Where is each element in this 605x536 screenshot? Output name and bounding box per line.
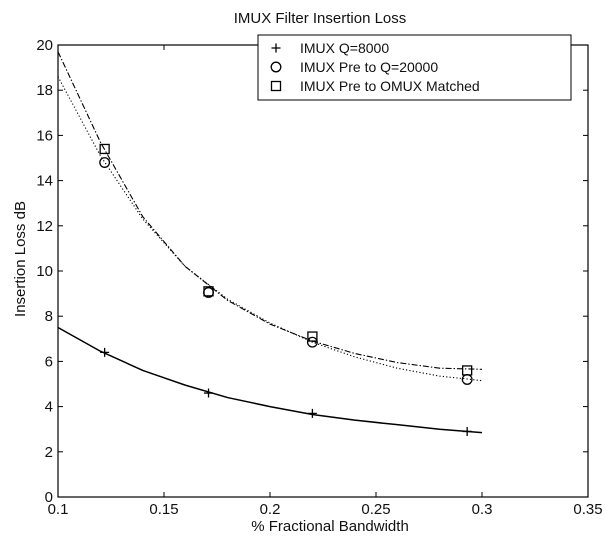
x-tick-label: 0.35 (573, 501, 602, 518)
y-tick-label: 0 (45, 489, 53, 506)
y-tick-label: 10 (36, 263, 53, 280)
legend-marker-3 (270, 80, 282, 92)
x-tick-label: 0.1 (48, 501, 69, 518)
series-2-point (99, 157, 111, 168)
x-tick-label: 0.2 (260, 501, 281, 518)
plot-area: 0.1 0.15 0.2 0.25 0.3 0.35 0 2 4 6 8 10 12 14 16 18 20 (36, 37, 602, 518)
legend-marker-2 (270, 61, 282, 73)
legend: IMUX Q=8000 IMUX Pre to Q=20000 IMUX Pre t… (257, 34, 572, 101)
series-1-line (57, 326, 483, 434)
series-3-line (57, 51, 483, 370)
legend-label-1: IMUX Q=8000 (300, 40, 389, 56)
x-tick-label: 0.15 (149, 501, 178, 518)
series-1-point (204, 388, 214, 398)
legend-box (257, 34, 572, 101)
x-axis-label: % Fractional Bandwidth (251, 518, 409, 535)
y-axis-label: Insertion Loss dB (12, 201, 29, 317)
series-3-point (203, 286, 214, 297)
x-tick-label: 0.3 (472, 501, 493, 518)
legend-label-3: IMUX Pre to OMUX Matched (300, 78, 480, 94)
series-1-point (307, 408, 317, 418)
series-2-line (57, 76, 483, 382)
series-3-point (307, 331, 318, 342)
y-tick-label: 20 (36, 37, 53, 54)
y-tick-label: 4 (45, 399, 53, 416)
y-tick-label: 2 (45, 444, 53, 461)
y-tick-label: 18 (36, 82, 53, 99)
y-tick-label: 16 (36, 127, 53, 144)
series-3-point (99, 143, 110, 155)
series-1-point (100, 347, 110, 357)
legend-marker-1 (271, 43, 281, 53)
y-tick-label: 14 (36, 173, 53, 190)
y-tick-label: 8 (45, 308, 53, 325)
legend-label-2: IMUX Pre to Q=20000 (300, 59, 438, 75)
y-tick-label: 6 (45, 353, 53, 370)
x-tick-label: 0.25 (361, 501, 390, 518)
y-tick-label: 12 (36, 218, 53, 235)
series-1-point (462, 426, 472, 436)
series-3-point (462, 365, 473, 376)
chart-title: IMUX Filter Insertion Loss (234, 10, 407, 27)
